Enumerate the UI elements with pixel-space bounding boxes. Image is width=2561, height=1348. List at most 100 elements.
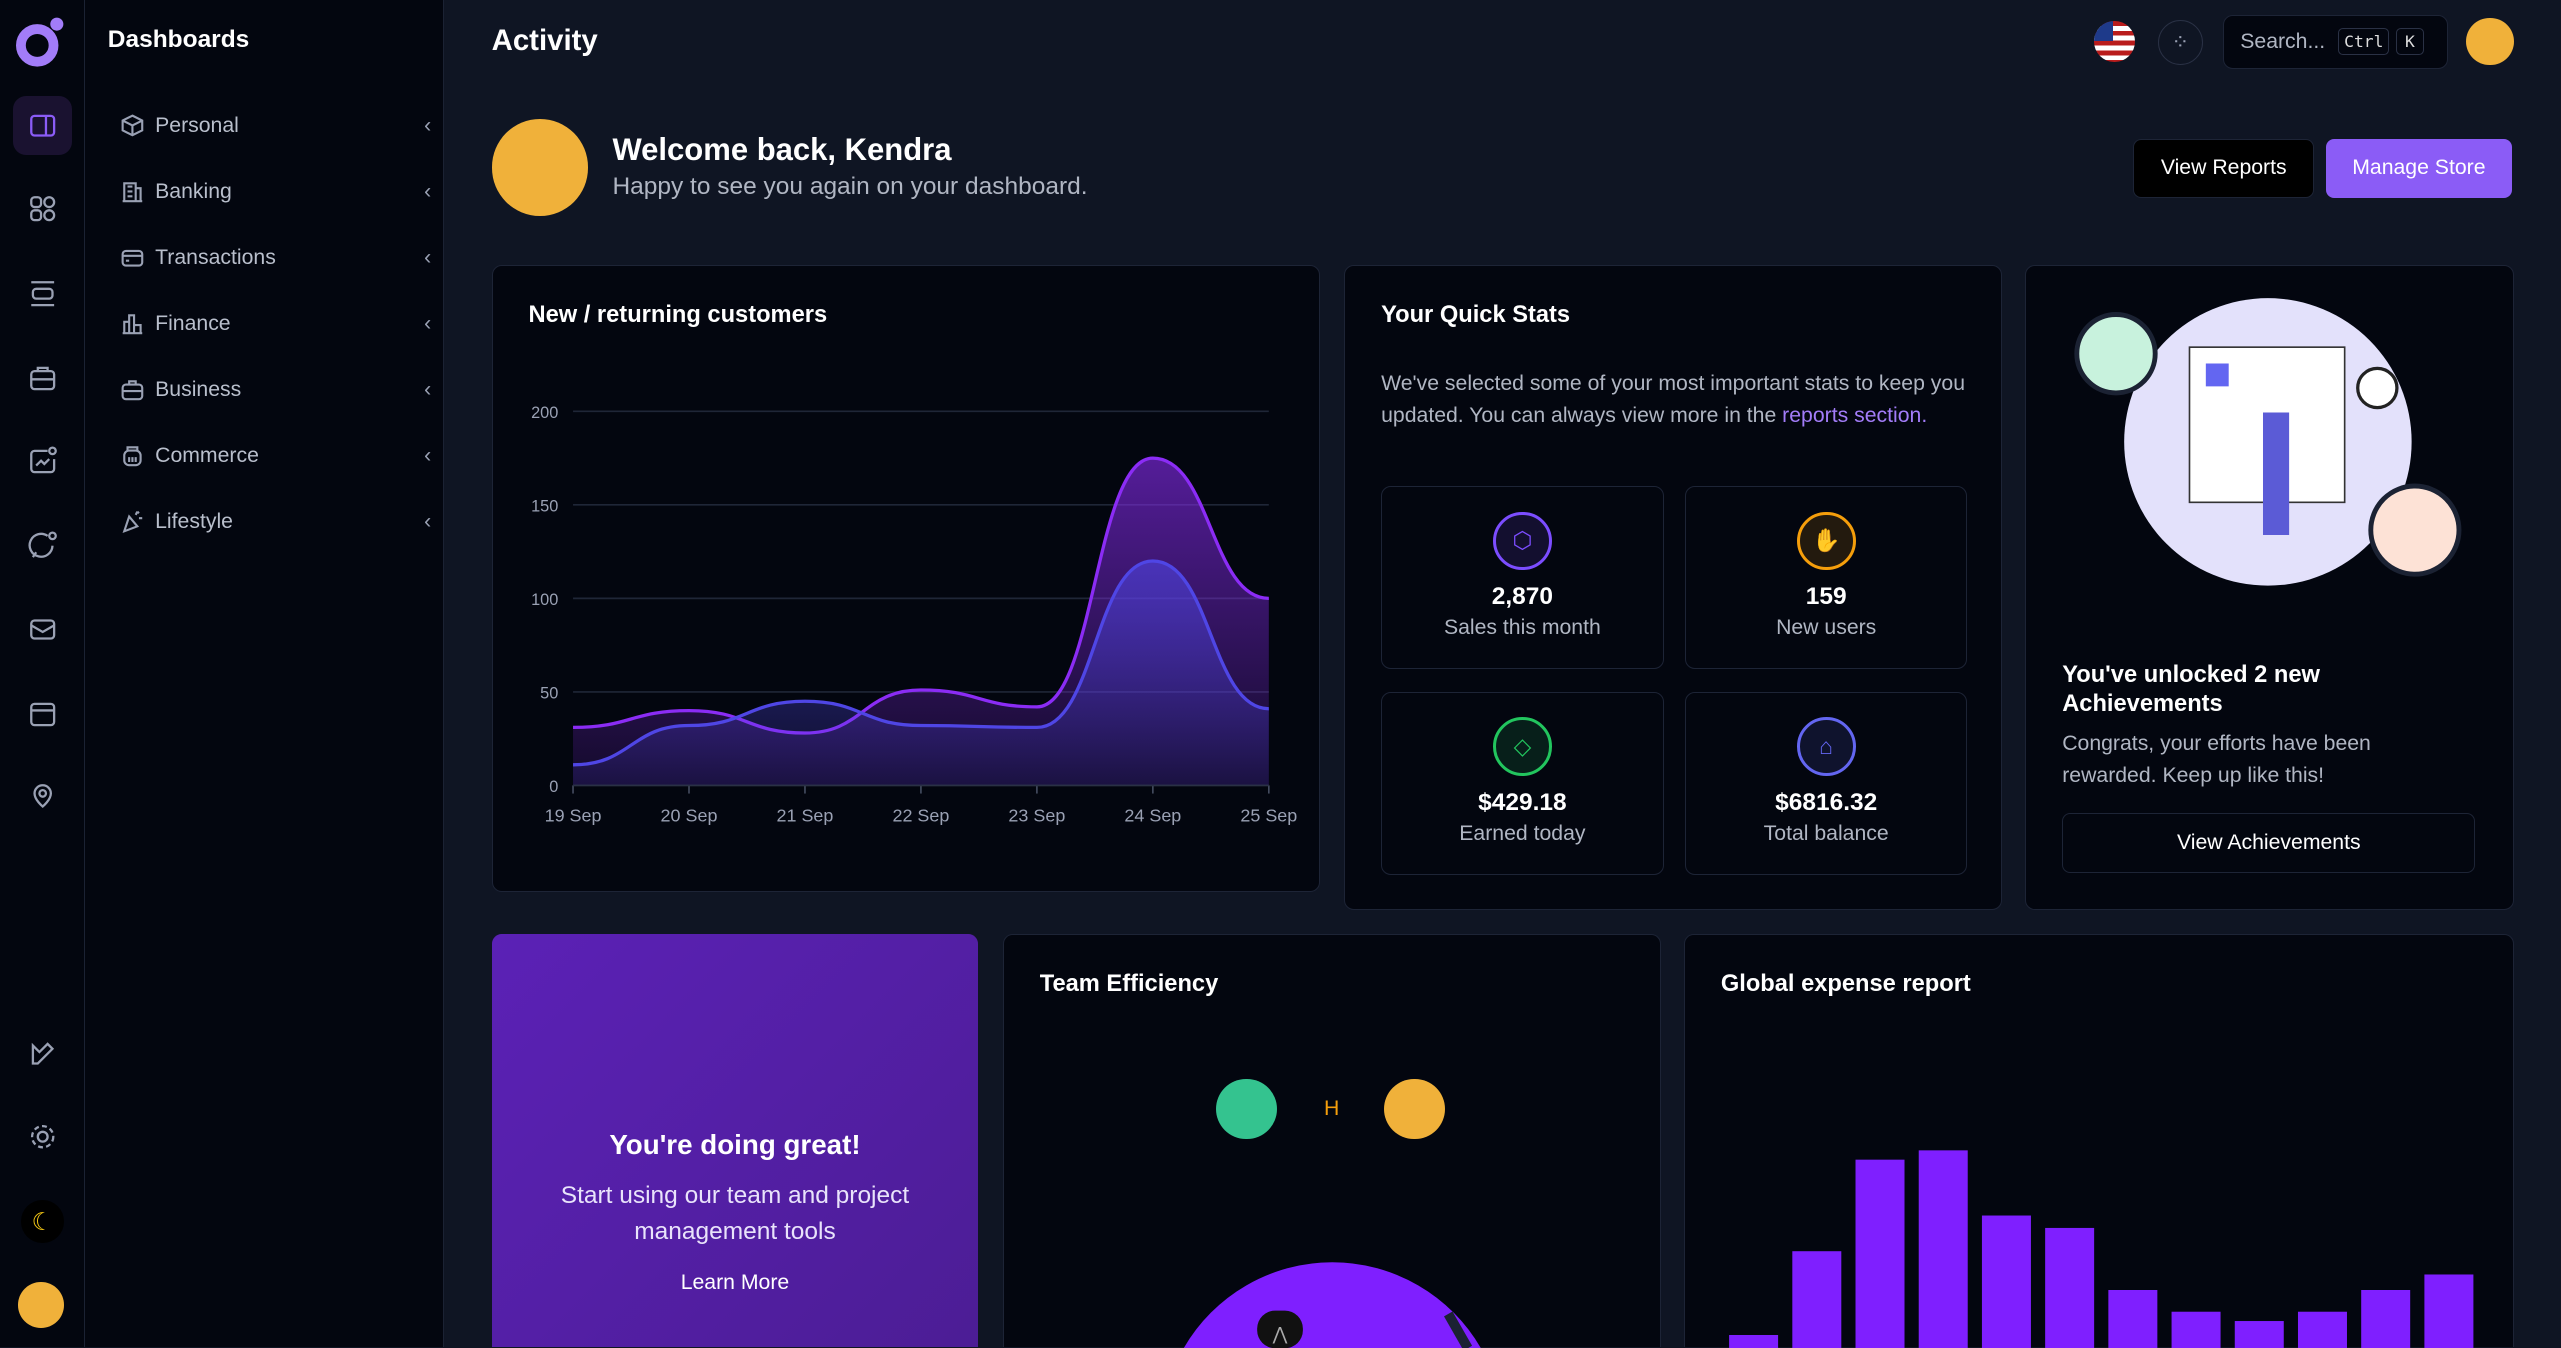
bar-chart-icon [122,314,143,335]
hexagon-icon: ⬡ [1492,511,1552,571]
app-logo[interactable] [16,16,65,68]
view-achievements-button[interactable]: View Achievements [2062,812,2476,874]
x-tick-label: 23 Sep [1008,805,1065,825]
mail-icon [29,619,56,640]
view-reports-button[interactable]: View Reports [2133,138,2315,198]
sidebar-item-label: Personal [155,113,239,137]
rail-map[interactable] [13,768,72,827]
team-member-initial: H [1323,1096,1340,1120]
expense-bar [2297,1311,2347,1348]
promo-text: Start using our team and project managem… [560,1181,910,1245]
stat-value: 159 [1805,583,1847,611]
expense-title: Global expense report [1720,971,1971,998]
stat-label: Sales this month [1443,616,1601,640]
kbd-k: K [2395,27,2425,56]
language-flag[interactable] [2093,21,2135,63]
location-icon [33,784,52,809]
quick-stats-card: Your Quick Stats We've selected some of … [1344,264,2003,910]
sidebar-item-label: Finance [155,311,231,335]
team-title: Team Efficiency [1039,971,1219,998]
user-avatar[interactable] [17,1282,64,1328]
rail-chat[interactable] [13,516,72,575]
y-tick-label: 0 [549,778,558,796]
sidebar-item-banking[interactable]: Banking ‹ [121,172,431,211]
rail-calendar[interactable] [13,684,72,743]
expense-bar [1855,1159,1905,1348]
stat-label: Earned today [1459,822,1586,846]
welcome-subtitle: Happy to see you again on your dashboard… [612,173,1088,201]
layout-icon [29,114,56,137]
chevron-left-icon: ‹ [424,245,432,269]
kendra-avatar [491,119,588,216]
theme-toggle[interactable]: ☾ [13,1192,72,1251]
chevron-left-icon: ‹ [424,311,432,335]
rail-design[interactable] [13,1024,72,1083]
expense-bar [2424,1274,2474,1348]
quick-stats-title: Your Quick Stats [1381,301,1571,328]
rail-business[interactable] [13,348,72,407]
sidebar-item-transactions[interactable]: Transactions ‹ [121,238,431,277]
rail-dashboards[interactable] [13,96,72,156]
team-member-avatar [1384,1078,1445,1140]
sidebar-item-finance[interactable]: Finance ‹ [121,304,431,343]
x-tick-label: 25 Sep [1240,805,1297,825]
promo-card: You're doing great! Start using our team… [491,934,979,1348]
rail-layouts[interactable] [13,265,72,324]
page-title: Activity [491,24,598,58]
gear-icon [30,1125,55,1149]
rail-apps[interactable] [13,180,72,239]
rail-settings[interactable] [13,1107,72,1166]
manage-store-button[interactable]: Manage Store [2325,138,2512,198]
rail-mail[interactable] [13,599,72,658]
kbd-ctrl: Ctrl [2338,27,2390,56]
expense-bar [1918,1150,1968,1348]
grid-icon [29,196,56,222]
learn-more-link[interactable]: Learn More [680,1270,790,1294]
basket-icon [123,446,142,467]
chat-icon [28,531,57,558]
search-placeholder: Search... [2240,29,2326,53]
customers-chart-card: New / returning customers 0 50 100 150 200 19… [491,264,1320,892]
x-tick-label: 21 Sep [776,805,833,825]
search-input[interactable]: Search... Ctrl K [2222,14,2449,69]
briefcase-icon [121,380,144,401]
building-icon [122,182,143,203]
reports-link[interactable]: reports section. [1782,404,1928,428]
rail-analytics[interactable] [13,431,72,490]
achievements-text: Congrats, your efforts have been rewarde… [2062,731,2371,787]
chevron-left-icon: ‹ [424,113,432,137]
sidebar-title: Dashboards [107,26,250,54]
sidebar-item-personal[interactable]: Personal ‹ [121,106,431,145]
handshake-icon: ✋ [1796,511,1856,571]
expense-bar [2108,1290,2158,1348]
stat-card: ⌂ $6816.32 Total balance [1684,691,1968,875]
promo-title: You're doing great! [609,1128,861,1160]
brush-icon [31,1042,54,1065]
sidebar-item-lifestyle[interactable]: Lifestyle ‹ [121,502,431,541]
efficiency-donut: ⋀ [1183,1262,1481,1348]
sidebar-item-label: Transactions [155,245,276,269]
sidebar-item-commerce[interactable]: Commerce ‹ [121,436,431,475]
stat-value: $429.18 [1478,789,1567,817]
sidebar-item-label: Banking [155,179,232,203]
profile-avatar[interactable] [2466,17,2514,66]
series-line [572,456,1269,735]
sidebar-item-business[interactable]: Business ‹ [121,370,431,409]
chart-title: New / returning customers [528,301,828,328]
expense-bar [1792,1251,1842,1348]
y-tick-label: 200 [531,403,558,421]
x-tick-label: 24 Sep [1124,805,1181,825]
icon-rail: ☾ [0,0,85,1348]
diamond-icon: ◇ [1492,717,1552,777]
apps-button[interactable]: ⁘ [2157,19,2204,66]
x-tick-label: 22 Sep [892,805,949,825]
stat-label: New users [1776,616,1877,640]
chevron-left-icon: ‹ [424,443,432,467]
cube-icon [121,114,144,137]
expense-bar [2234,1321,2284,1348]
y-tick-label: 100 [531,591,558,609]
y-tick-label: 150 [531,497,558,515]
achievements-card: You've unlocked 2 new Achievements Congr… [2025,264,2514,910]
expense-bar [1981,1215,2031,1348]
layers-icon [31,281,54,307]
